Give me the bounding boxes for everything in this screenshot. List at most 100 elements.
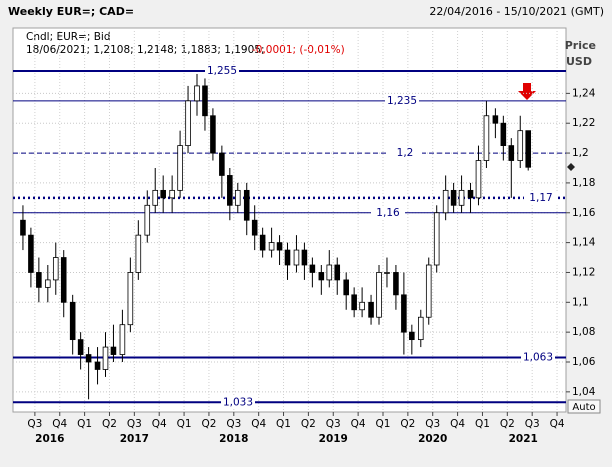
- x-tick-label: Q1: [376, 418, 391, 430]
- candle-body: [177, 145, 183, 191]
- candle-body: [376, 272, 382, 318]
- candle-body: [442, 189, 449, 214]
- y-tick-label: 1,22: [572, 117, 595, 129]
- candle-body: [359, 301, 365, 311]
- candle-body: [508, 145, 515, 161]
- candle-body: [368, 301, 374, 318]
- auto-button-label[interactable]: Auto: [572, 402, 595, 413]
- candle-body: [194, 85, 200, 102]
- candle-body: [276, 242, 283, 251]
- y-unit: USD: [566, 55, 592, 68]
- candle-body: [36, 272, 42, 288]
- x-tick-label: Q3: [226, 418, 241, 430]
- x-tick-label: Q1: [475, 418, 490, 430]
- level-label: 1,235: [387, 95, 417, 107]
- x-tick-label: Q3: [326, 418, 341, 430]
- x-tick-label: Q1: [77, 418, 92, 430]
- candle-body: [20, 219, 26, 236]
- candle-body: [393, 272, 399, 296]
- x-tick-label: Q2: [102, 418, 117, 430]
- level-label-bg: [221, 396, 255, 409]
- candle-body: [160, 189, 166, 199]
- x-tick-label: Q4: [152, 418, 167, 430]
- x-tick-label: Q3: [525, 418, 540, 430]
- y-tick-label: 1,24: [572, 87, 596, 99]
- x-tick-label: Q2: [400, 418, 415, 430]
- x-tick-label: Q4: [351, 418, 366, 430]
- candle-body: [467, 189, 474, 199]
- level-label-bg: [385, 94, 419, 107]
- chart-title: Weekly EUR=; CAD=: [8, 5, 134, 18]
- level-label: 1,255: [207, 65, 237, 77]
- level-label: 1,17: [529, 192, 552, 204]
- candle-body: [318, 272, 325, 281]
- candle-body: [351, 294, 357, 311]
- candle-body: [251, 219, 258, 236]
- x-tick-label: Q2: [500, 418, 515, 430]
- auto-button[interactable]: [567, 399, 601, 414]
- y-label: Price: [565, 39, 596, 52]
- x-tick-label: Q2: [301, 418, 316, 430]
- level-label-bg: [388, 147, 422, 160]
- y-tick-label: 1,06: [572, 356, 596, 368]
- candle-body: [45, 279, 51, 288]
- candle-body: [119, 324, 126, 355]
- level-label-bg: [205, 64, 239, 77]
- year-label: 2016: [35, 433, 64, 445]
- candle-body: [343, 279, 349, 296]
- candle-body: [301, 249, 308, 266]
- candle-body: [219, 152, 225, 176]
- y-tick-label: 1,14: [572, 237, 596, 249]
- candle-body: [425, 264, 432, 318]
- candle-body: [409, 331, 415, 341]
- plot-area: [12, 27, 567, 413]
- y-tick-label: 1,16: [572, 207, 596, 219]
- y-tick-label: 1,08: [572, 326, 595, 338]
- y-tick-label: 1,1: [572, 296, 589, 308]
- candle-body: [450, 189, 457, 206]
- candle-body: [334, 264, 341, 281]
- candle-body: [135, 234, 142, 273]
- x-tick-label: Q4: [550, 418, 565, 430]
- candle-body: [433, 212, 440, 266]
- y-tick-label: 1,18: [572, 177, 595, 189]
- candle-body: [284, 249, 291, 266]
- level-label-bg: [521, 351, 555, 364]
- candle-body: [202, 85, 208, 117]
- candle-body: [28, 234, 34, 273]
- candle-body: [492, 115, 499, 124]
- date-range: 22/04/2016 - 15/10/2021 (GMT): [429, 5, 604, 18]
- candle-body: [483, 115, 490, 161]
- arrow-marker: [518, 83, 536, 100]
- info: 18/06/2021; 1,2108; 1,2148; 1,1883; 1,19…: [26, 44, 265, 56]
- x-tick-label: Q4: [251, 418, 266, 430]
- candle-body: [259, 234, 266, 251]
- candle-body: [293, 249, 300, 266]
- x-tick-label: Q4: [450, 418, 465, 430]
- level-label: 1,033: [223, 396, 253, 408]
- year-label: 2021: [509, 433, 538, 445]
- candle-body: [110, 346, 117, 355]
- year-label: 2019: [319, 433, 348, 445]
- candle-body: [185, 100, 191, 147]
- candle-body: [210, 115, 216, 154]
- x-tick-label: Q3: [127, 418, 142, 430]
- x-tick-label: Q3: [27, 418, 42, 430]
- level-label-bg: [371, 206, 405, 219]
- candle-body: [60, 257, 67, 303]
- candle-body: [309, 264, 316, 273]
- x-tick-label: Q1: [177, 418, 192, 430]
- candle-body: [152, 189, 159, 206]
- candle-body: [234, 189, 241, 206]
- candle-body: [418, 316, 424, 341]
- y-tick-label: 1,2: [572, 147, 589, 159]
- x-tick-label: Q1: [276, 418, 291, 430]
- candle-body: [326, 264, 333, 281]
- candle-body: [268, 242, 275, 251]
- candle-body: [85, 354, 92, 363]
- candle-body: [94, 361, 101, 370]
- candle-body: [475, 160, 482, 199]
- candle-body: [169, 189, 175, 199]
- candle-body: [384, 272, 390, 274]
